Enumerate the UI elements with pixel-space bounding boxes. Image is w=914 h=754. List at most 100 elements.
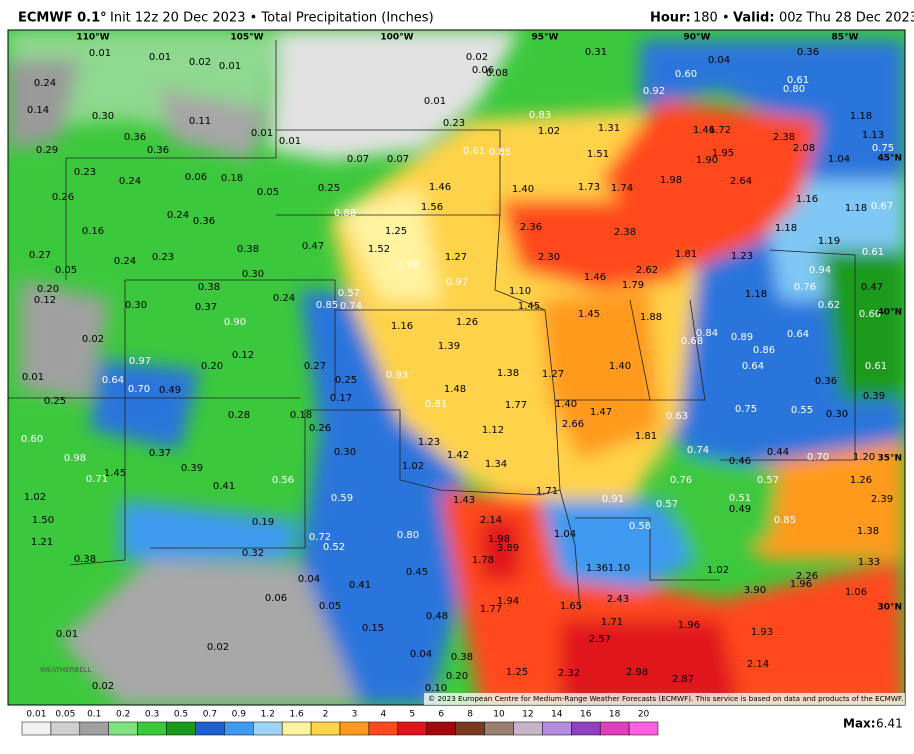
precip-value: 0.61 <box>862 247 884 258</box>
precip-value: 1.26 <box>456 317 478 328</box>
precip-value: 1.31 <box>598 123 620 134</box>
precip-value: 0.01 <box>279 136 301 147</box>
precip-value: 0.76 <box>670 475 692 486</box>
precip-value: 2.14 <box>747 659 769 670</box>
precip-value: 1.81 <box>675 249 697 260</box>
precip-value: 0.07 <box>387 154 409 165</box>
precip-value: 0.74 <box>687 445 709 456</box>
precip-value: 1.18 <box>850 111 872 122</box>
precip-value: 1.25 <box>506 667 528 678</box>
precip-value: 2.32 <box>558 668 580 679</box>
precip-value: 1.02 <box>24 492 46 503</box>
legend-level: 8 <box>467 710 473 720</box>
legend-level: 0.5 <box>174 710 188 720</box>
precip-value: 1.93 <box>751 627 773 638</box>
precip-value: 1.77 <box>480 604 502 615</box>
longitude-label: 105°W <box>230 33 263 43</box>
precip-value: 1.51 <box>587 149 609 160</box>
precip-value: 1.77 <box>505 400 527 411</box>
legend-swatch <box>137 721 167 736</box>
precip-value: 1.18 <box>845 203 867 214</box>
hour: 180 <box>693 11 718 26</box>
precip-value: 1.34 <box>485 459 507 470</box>
precip-value: 0.85 <box>316 300 338 311</box>
precip-value: 0.45 <box>406 567 428 578</box>
precip-value: 0.02 <box>82 334 104 345</box>
precip-value: 1.94 <box>497 596 519 607</box>
precip-value: 0.58 <box>629 521 651 532</box>
latitude-label: 35°N <box>877 454 902 464</box>
precip-value: 0.70 <box>128 384 150 395</box>
subtitle: Init 12z 20 Dec 2023 • Total Precipitati… <box>110 11 434 26</box>
longitude-label: 90°W <box>684 33 711 43</box>
precip-value: 0.18 <box>221 173 243 184</box>
precip-value: 0.60 <box>21 434 43 445</box>
legend-swatch <box>50 721 81 736</box>
credit-bg <box>424 693 905 705</box>
precip-field <box>8 30 905 705</box>
precip-value: 2.64 <box>730 176 752 187</box>
precip-value: 1.06 <box>845 587 867 598</box>
precip-value: 0.25 <box>335 375 357 386</box>
legend-level: 2 <box>323 710 329 720</box>
precip-value: 0.38 <box>451 652 473 663</box>
precip-value: 1.72 <box>709 125 731 136</box>
precip-value: 0.24 <box>167 210 189 221</box>
precip-value: 0.61 <box>463 146 485 157</box>
precip-value: 0.02 <box>207 642 229 653</box>
legend-swatch <box>628 721 659 736</box>
precip-value: 0.78 <box>397 260 419 271</box>
precip-value: 1.40 <box>555 399 577 410</box>
precip-value: 0.63 <box>666 411 688 422</box>
precip-value: 0.39 <box>181 463 203 474</box>
precip-value: 1.79 <box>622 280 644 291</box>
legend-swatch <box>542 721 572 736</box>
longitude-label: 100°W <box>380 33 413 43</box>
precip-value: 0.30 <box>125 300 147 311</box>
latitude-label: 45°N <box>877 154 902 164</box>
precip-value: 0.36 <box>797 47 819 58</box>
precip-value: 0.30 <box>92 111 114 122</box>
precip-value: 0.75 <box>872 143 894 154</box>
precip-value: 0.25 <box>44 396 66 407</box>
precip-value: 1.16 <box>796 194 818 205</box>
separator: • <box>722 11 730 26</box>
precip-value: 0.02 <box>466 52 488 63</box>
precip-value: 1.42 <box>447 450 469 461</box>
precip-value: 0.01 <box>56 629 78 640</box>
precip-value: 1.90 <box>696 155 718 166</box>
legend-level: 0.7 <box>203 710 217 720</box>
latitude-label: 40°N <box>877 308 902 318</box>
valid-label: Valid: <box>733 11 775 26</box>
precip-value: 0.49 <box>159 385 181 396</box>
precip-value: 0.06 <box>472 65 494 76</box>
precip-value: 0.25 <box>318 183 340 194</box>
legend-swatch <box>253 721 283 736</box>
precip-value: 1.23 <box>731 251 753 262</box>
precip-value: 1.04 <box>554 529 576 540</box>
precip-value: 0.02 <box>92 681 114 692</box>
precip-value: 1.04 <box>828 154 850 165</box>
value-labels: 0.01 0.01 0.02 0.01 0.24 0.14 0.30 0.11 0.01 0.01… <box>21 47 894 694</box>
precip-value: 0.27 <box>304 361 326 372</box>
legend-level: 12 <box>522 710 533 720</box>
precip-value: 0.11 <box>189 116 211 127</box>
precip-value: 0.12 <box>232 350 254 361</box>
precip-value: 0.83 <box>529 110 551 121</box>
precip-value: 1.98 <box>488 534 510 545</box>
precip-value: 0.06 <box>265 593 287 604</box>
precip-value: 1.21 <box>31 537 53 548</box>
precip-value: 0.47 <box>302 241 324 252</box>
precip-value: 0.81 <box>425 399 447 410</box>
precip-value: 0.01 <box>149 52 171 63</box>
precip-value: 1.48 <box>444 384 466 395</box>
precip-value: 0.59 <box>331 493 353 504</box>
precip-value: 1.27 <box>542 369 564 380</box>
precip-value: 0.05 <box>55 265 77 276</box>
precip-value: 0.30 <box>334 447 356 458</box>
precip-value: 0.97 <box>446 277 468 288</box>
legend-swatch <box>339 721 370 736</box>
precip-value: 0.38 <box>74 554 96 565</box>
legend-level: 18 <box>609 710 621 720</box>
